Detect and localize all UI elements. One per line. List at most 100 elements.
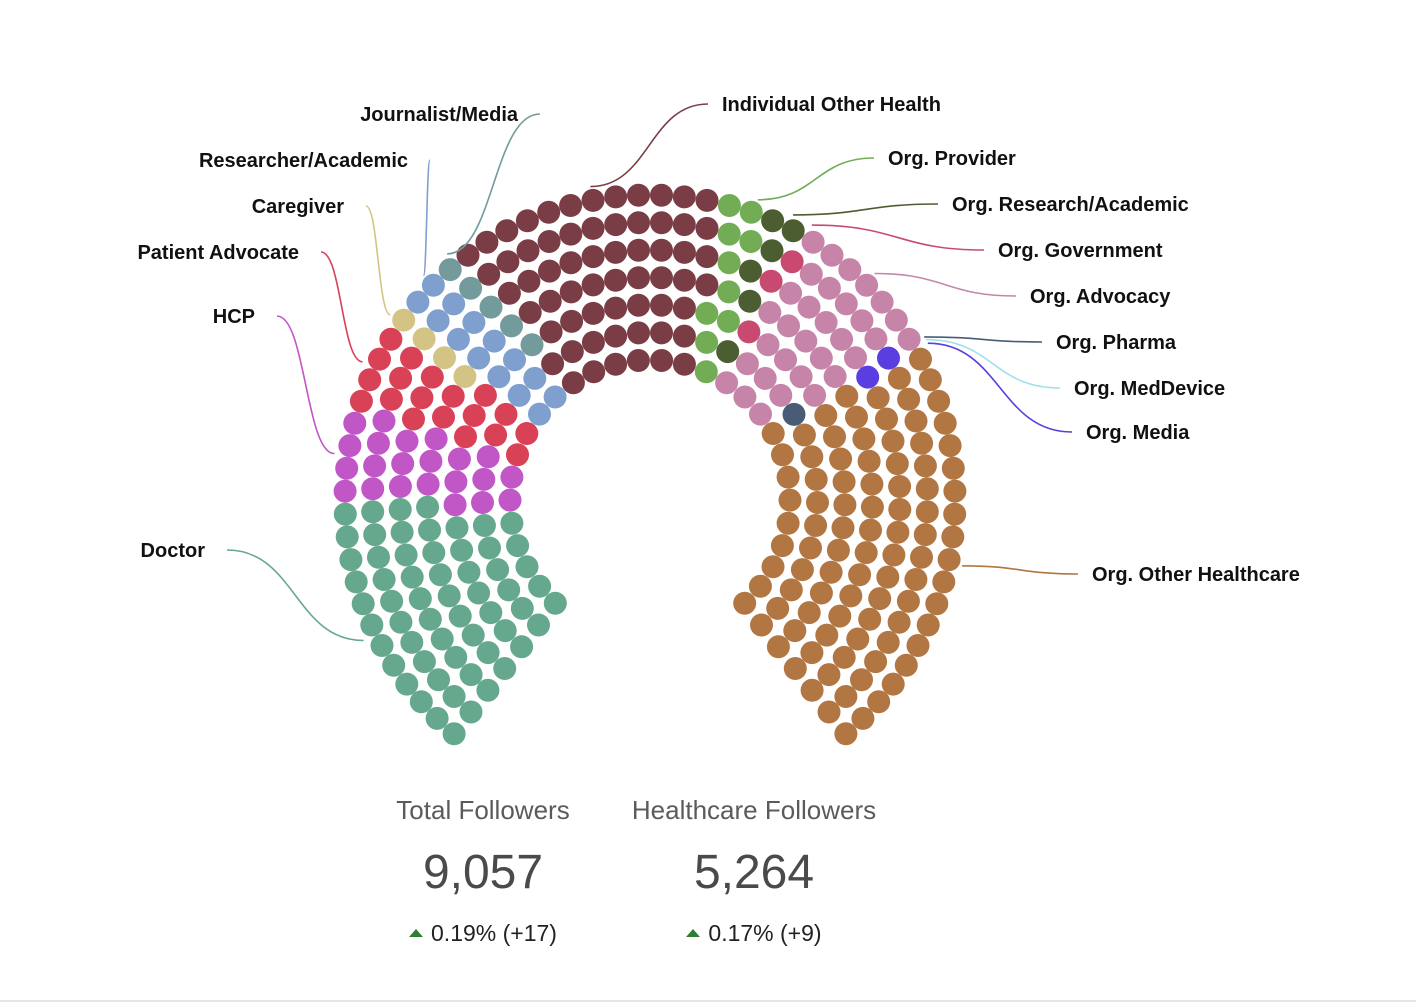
dot-org-media [877,346,900,370]
dot-individual-other-health [627,321,650,345]
dot-org-other-healthcare [839,584,863,608]
dot-patient-advocate [462,404,486,427]
dot-hcp [366,431,390,455]
dot-individual-other-health [495,219,519,243]
dot-org-advocacy [834,292,858,316]
healthcare-followers-value: 5,264 [693,846,815,899]
dot-hcp [388,475,412,498]
dot-org-other-healthcare [927,389,951,413]
dot-doctor [444,645,468,669]
dot-org-other-healthcare [823,425,846,449]
legend-label: Org. Government [998,240,1163,262]
dot-patient-advocate [349,389,373,413]
dot-hcp [391,452,415,476]
dot-patient-advocate [473,383,497,407]
dot-org-other-healthcare [832,470,856,494]
dot-org-pharma [782,402,806,426]
dot-org-other-healthcare [748,574,772,598]
dot-caregiver [392,308,416,332]
dot-org-other-healthcare [860,472,884,496]
dot-individual-other-health [604,185,628,209]
dot-org-other-healthcare [771,443,794,467]
leader-line [924,336,1043,343]
dot-individual-other-health [456,243,480,267]
dot-org-provider [717,222,741,246]
dot-individual-other-health [650,183,673,207]
dot-org-other-healthcare [809,581,833,605]
dot-individual-other-health [604,324,628,348]
dot-doctor [408,587,432,611]
dot-org-other-healthcare [800,641,824,665]
leader-line [447,113,541,255]
dot-doctor [418,607,442,631]
dot-org-other-healthcare [938,434,962,458]
dot-individual-other-health [559,280,583,304]
dot-doctor [390,520,414,544]
dot-patient-advocate [379,387,403,411]
dot-org-advocacy [897,327,921,351]
dot-doctor [479,601,503,625]
dot-org-advocacy [850,309,874,333]
dot-org-other-healthcare [937,548,961,572]
dot-org-other-healthcare [814,404,838,427]
dot-org-advocacy [817,276,841,300]
dot-individual-other-health [538,259,561,283]
dot-doctor [459,663,483,687]
dot-org-other-healthcare [876,565,900,589]
dot-individual-other-health [560,340,584,364]
healthcare-followers-stat: Healthcare Followers 5,264 0.17% (+9) [614,790,894,950]
dot-doctor [427,668,450,692]
dot-individual-other-health [627,183,650,207]
dot-individual-other-health [604,240,628,264]
dot-org-other-healthcare [913,454,937,478]
dot-individual-other-health [627,211,650,235]
leader-line [757,157,875,201]
dot-doctor [389,610,413,634]
dot-individual-other-health [695,245,719,269]
dot-individual-other-health [672,240,696,264]
dot-org-advocacy [756,333,780,357]
dot-org-research-academic [738,289,762,313]
dot-individual-other-health [561,371,585,395]
dot-org-advocacy [803,383,827,407]
legend-label: Org. MedDevice [1074,378,1225,400]
dot-individual-other-health [560,309,584,333]
dot-org-other-healthcare [834,722,858,746]
dot-org-other-healthcare [766,596,790,620]
dot-individual-other-health [604,296,628,320]
dot-org-research-academic [760,239,784,263]
dot-org-government [780,250,804,274]
dot-doctor [361,500,385,524]
dot-individual-other-health [515,209,539,233]
dot-patient-advocate [484,423,508,447]
labels-layer: Doctor HCP Patient Advocate Caregiver Resear… [137,94,1300,642]
dot-doctor [476,678,500,702]
dot-org-other-healthcare [854,541,878,565]
dot-hcp [395,429,419,453]
dot-org-other-healthcare [799,536,822,560]
dot-researcher-academic [507,383,531,407]
legend-label: Org. Advocacy [1030,286,1171,308]
dot-org-media [856,365,880,389]
dot-individual-other-health [581,330,605,354]
dot-doctor [409,690,433,714]
dot-doctor [510,596,534,620]
dot-org-other-healthcare [826,538,850,562]
dot-doctor [459,700,483,724]
dot-doctor [478,536,501,560]
dot-org-advocacy [789,365,813,389]
dot-hcp [338,434,362,458]
dot-individual-other-health [626,349,650,372]
dot-org-other-healthcare [875,407,898,431]
dot-individual-other-health [650,321,673,345]
leader-line [226,549,364,642]
dot-individual-other-health [497,281,521,305]
dot-individual-other-health [581,245,605,269]
dot-org-advocacy [715,371,739,395]
dot-patient-advocate [400,346,423,370]
dot-org-other-healthcare [915,477,939,501]
dot-org-other-healthcare [804,514,828,537]
dot-doctor [418,518,441,542]
leader-line [422,159,431,277]
dot-org-other-healthcare [857,449,881,473]
